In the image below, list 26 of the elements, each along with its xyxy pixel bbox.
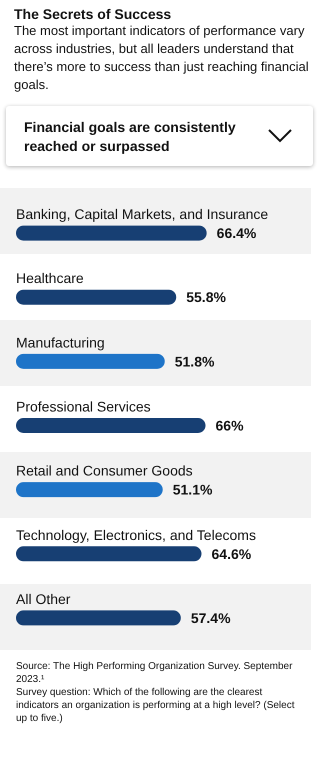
data-label: 64.6% [211, 546, 252, 562]
bar [16, 226, 207, 241]
bar [16, 354, 165, 369]
y-tick-label: Banking, Capital Markets, and Insurance [16, 206, 268, 222]
y-tick-label: Healthcare [16, 270, 84, 286]
bar [16, 418, 206, 433]
y-tick-label: Technology, Electronics, and Telecoms [16, 526, 256, 543]
data-label: 57.4% [190, 610, 232, 626]
source-note: Source: The High Performing Organization Survey. September 2023.¹ [16, 660, 294, 686]
y-tick-label: Professional Services [16, 398, 151, 414]
chart-subtitle: The most important indicators of performance vary across industries, but all leaders understand that there’s more to success than just reaching financial goals. [14, 22, 310, 94]
y-tick-label: Manufacturing [16, 334, 105, 350]
text: Survey question: Which of the following are the clearest indicators an organization is performing at a high level? (Select up to five.) [16, 686, 296, 725]
y-tick-label: All Other [16, 590, 71, 607]
data-label: 51.8% [174, 353, 215, 370]
text: Financial goals are consistently reached or surpassed [24, 119, 236, 154]
y-tick-label: Retail and Consumer Goods [16, 462, 193, 479]
data-label: 66% [216, 418, 244, 434]
data-label: 55.8% [186, 289, 226, 306]
bar [16, 482, 163, 498]
data-label: 66.4% [216, 225, 257, 242]
data-label: 51.1% [172, 482, 213, 498]
bar [16, 290, 176, 305]
chart-title: The Secrets of Success [14, 6, 172, 22]
bar [16, 546, 202, 562]
bar [16, 610, 181, 626]
